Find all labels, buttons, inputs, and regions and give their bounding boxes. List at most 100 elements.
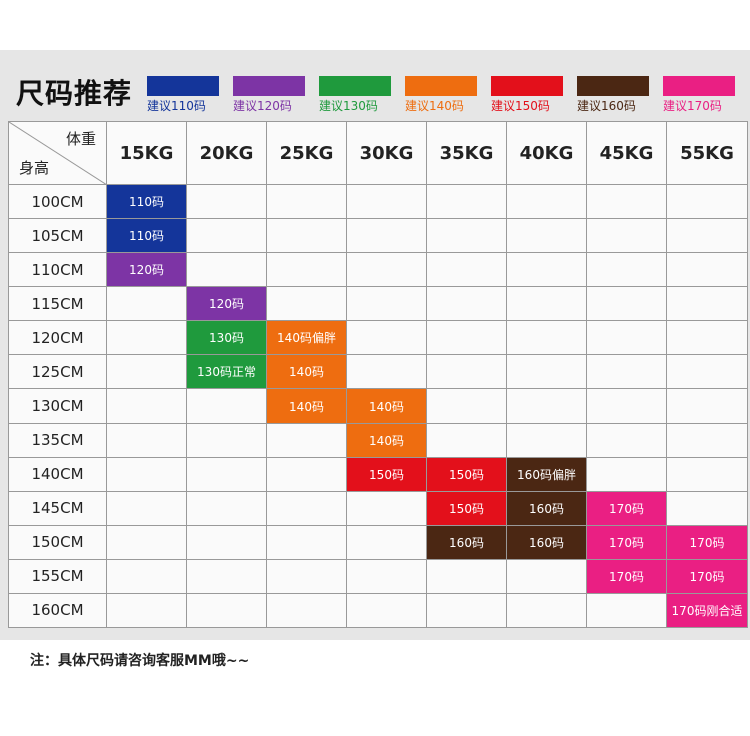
empty-cell (427, 185, 507, 220)
weight-axis-label: 体重 (65, 130, 96, 148)
weight-column-header: 15KG (107, 122, 187, 185)
legend-swatch (663, 76, 735, 96)
empty-cell (507, 389, 587, 424)
empty-cell (347, 321, 427, 356)
weight-column-header: 20KG (187, 122, 267, 185)
empty-cell (587, 253, 667, 288)
empty-cell (347, 185, 427, 220)
footnote: 注：具体尺码请咨询客服MM哦~~ (30, 653, 250, 669)
corner-diagonal-line (9, 122, 106, 184)
empty-cell (347, 593, 427, 629)
empty-cell (187, 593, 267, 629)
empty-cell (507, 321, 587, 356)
height-row-header: 130CM (9, 389, 107, 424)
size-cell: 120码 (187, 287, 267, 322)
empty-cell (587, 219, 667, 254)
empty-cell (427, 219, 507, 254)
legend-item: 建议160码 (577, 76, 649, 114)
height-row-header: 135CM (9, 423, 107, 458)
size-cell: 160码 (507, 491, 587, 526)
empty-cell (587, 389, 667, 424)
empty-cell (107, 457, 187, 492)
size-cell: 150码 (427, 491, 507, 526)
height-row-header: 110CM (9, 253, 107, 288)
size-cell: 150码 (427, 457, 507, 492)
height-axis-label: 身高 (19, 159, 50, 177)
empty-cell (267, 457, 347, 492)
size-cell: 140码 (347, 423, 427, 458)
height-row-header: 105CM (9, 219, 107, 254)
empty-cell (667, 423, 748, 458)
empty-cell (507, 423, 587, 458)
height-row-header: 150CM (9, 525, 107, 560)
empty-cell (667, 457, 748, 492)
empty-cell (587, 593, 667, 629)
weight-column-header: 40KG (507, 122, 587, 185)
empty-cell (347, 525, 427, 560)
size-cell: 170码 (667, 559, 748, 594)
empty-cell (107, 525, 187, 560)
empty-cell (267, 423, 347, 458)
empty-cell (267, 287, 347, 322)
empty-cell (507, 185, 587, 220)
size-cell: 130码 (187, 321, 267, 356)
size-cell: 170码 (587, 559, 667, 594)
size-cell: 120码 (107, 253, 187, 288)
empty-cell (427, 287, 507, 322)
legend-label: 建议160码 (577, 99, 636, 113)
empty-cell (427, 355, 507, 390)
size-cell: 170码 (587, 525, 667, 560)
empty-cell (187, 389, 267, 424)
legend-swatch (577, 76, 649, 96)
legend-label: 建议170码 (663, 99, 722, 113)
legend-label: 建议140码 (405, 99, 464, 113)
empty-cell (667, 491, 748, 526)
empty-cell (267, 491, 347, 526)
empty-cell (347, 355, 427, 390)
empty-cell (107, 389, 187, 424)
height-row-header: 140CM (9, 457, 107, 492)
legend-item: 建议110码 (147, 76, 219, 114)
empty-cell (507, 593, 587, 629)
size-cell: 170码 (667, 525, 748, 560)
size-cell: 160码 (507, 525, 587, 560)
empty-cell (107, 355, 187, 390)
empty-cell (667, 355, 748, 390)
height-row-header: 155CM (9, 559, 107, 594)
empty-cell (427, 389, 507, 424)
empty-cell (267, 185, 347, 220)
empty-cell (347, 491, 427, 526)
empty-cell (107, 559, 187, 594)
empty-cell (587, 287, 667, 322)
empty-cell (427, 253, 507, 288)
empty-cell (507, 287, 587, 322)
empty-cell (347, 253, 427, 288)
empty-cell (587, 355, 667, 390)
empty-cell (587, 457, 667, 492)
empty-cell (187, 457, 267, 492)
legend-label: 建议120码 (233, 99, 292, 113)
empty-cell (507, 253, 587, 288)
height-row-header: 125CM (9, 355, 107, 390)
weight-column-header: 45KG (587, 122, 667, 185)
size-cell: 170码刚合适 (667, 593, 748, 629)
empty-cell (587, 423, 667, 458)
size-cell: 110码 (107, 219, 187, 254)
size-cell: 140码 (267, 389, 347, 424)
weight-column-header: 55KG (667, 122, 748, 185)
legend-item: 建议130码 (319, 76, 391, 114)
empty-cell (107, 287, 187, 322)
empty-cell (187, 219, 267, 254)
empty-cell (587, 185, 667, 220)
legend-item: 建议140码 (405, 76, 477, 114)
empty-cell (667, 253, 748, 288)
weight-column-header: 30KG (347, 122, 427, 185)
legend-item: 建议120码 (233, 76, 305, 114)
size-cell: 140码 (267, 355, 347, 390)
height-row-header: 145CM (9, 491, 107, 526)
empty-cell (187, 559, 267, 594)
size-cell: 140码偏胖 (267, 321, 347, 356)
empty-cell (667, 287, 748, 322)
empty-cell (667, 219, 748, 254)
empty-cell (267, 525, 347, 560)
